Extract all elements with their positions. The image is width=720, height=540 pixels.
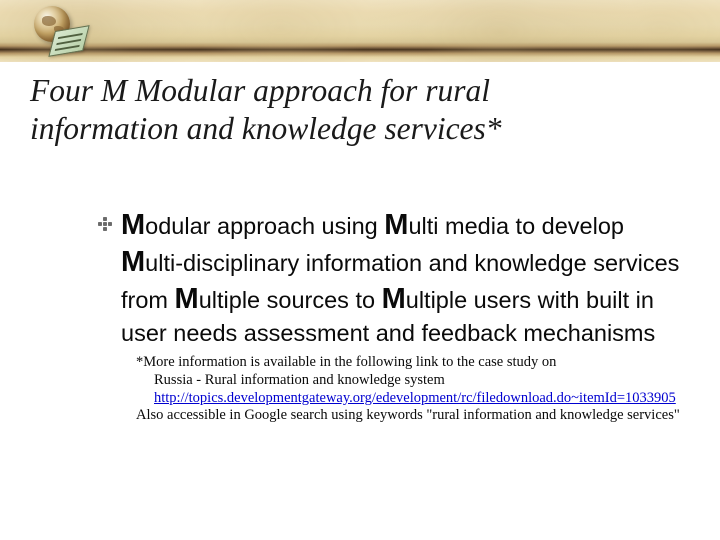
body-paragraph: Modular approach using Multi media to de… (121, 207, 680, 348)
footnote-link-line: http://topics.developmentgateway.org/ede… (136, 390, 680, 408)
footnote-line-1: *More information is available in the fo… (136, 354, 680, 372)
footnote-link[interactable]: http://topics.developmentgateway.org/ede… (154, 390, 676, 406)
footnote-line-4: Also accessible in Google search using k… (136, 407, 680, 425)
body-seg-2: ulti media to develop (408, 213, 624, 239)
footnote-line-2: Russia - Rural information and knowledge… (136, 372, 680, 390)
slide-body: Modular approach using Multi media to de… (0, 149, 720, 348)
bullet-icon (98, 217, 112, 231)
bullet-item: Modular approach using Multi media to de… (98, 207, 680, 348)
emphasis-m-2: M (384, 209, 408, 241)
emphasis-m-1: M (121, 209, 145, 241)
emphasis-m-4: M (175, 283, 199, 315)
footnote: *More information is available in the fo… (0, 348, 720, 425)
body-seg-4: ultiple sources to (199, 287, 382, 313)
title-line-1: Four M Modular approach for rural (30, 72, 690, 110)
slide-title: Four M Modular approach for rural inform… (0, 62, 720, 149)
emphasis-m-3: M (121, 246, 145, 278)
emphasis-m-5: M (382, 283, 406, 315)
title-line-2: information and knowledge services* (30, 110, 690, 148)
body-seg-1: odular approach using (145, 213, 384, 239)
header-banner (0, 0, 720, 62)
